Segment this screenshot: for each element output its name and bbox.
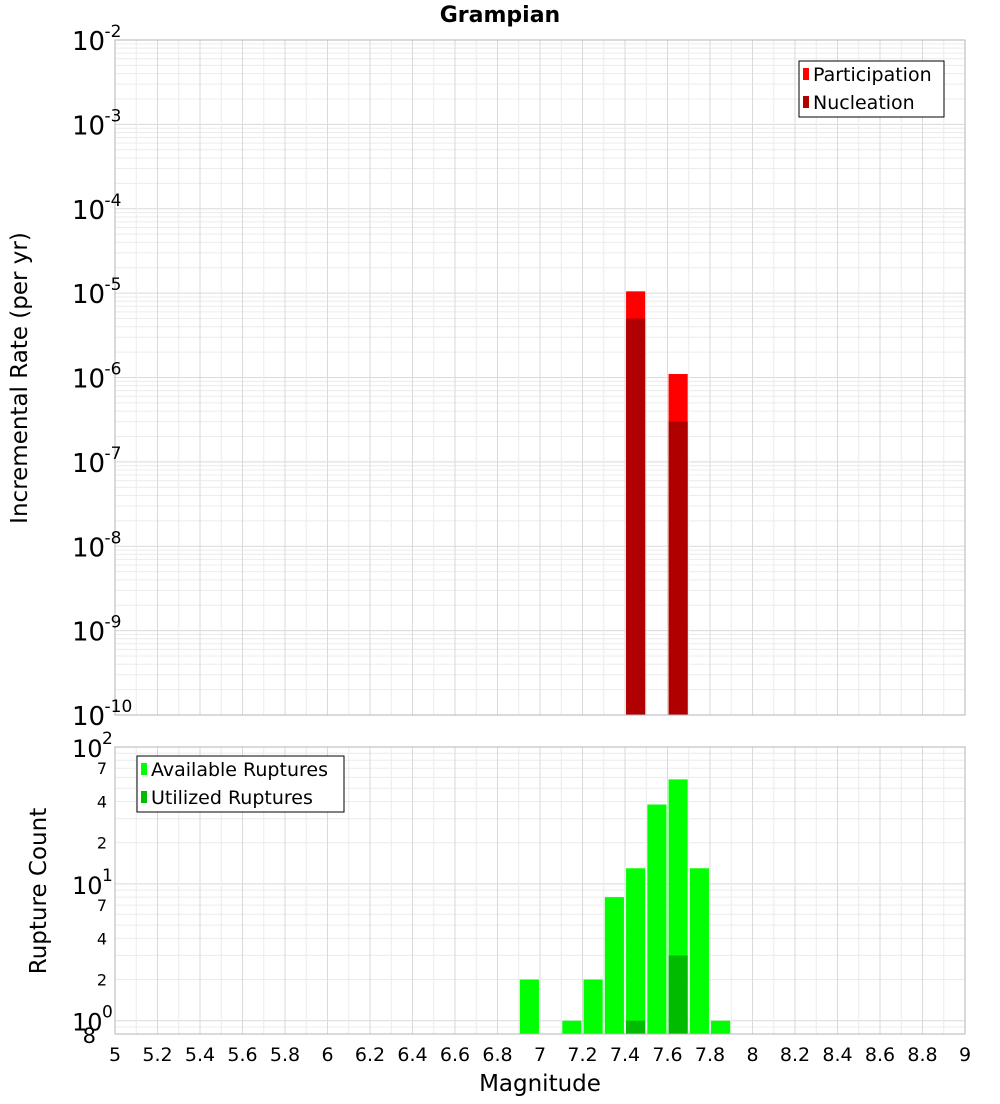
x-tick-label: 5 xyxy=(109,1044,121,1066)
x-tick-label: 7.4 xyxy=(610,1044,640,1066)
legend-swatch xyxy=(803,96,809,108)
legend-label: Nucleation xyxy=(813,92,915,114)
y-tick-label: 10 xyxy=(72,111,105,141)
x-tick-label: 6 xyxy=(321,1044,333,1066)
top-panel: 10-210-310-410-510-610-710-810-910 -10Par… xyxy=(72,22,966,732)
y-tick-label: 4 xyxy=(97,792,107,811)
x-tick-label: 5.8 xyxy=(270,1044,300,1066)
y-tick-label: 8 xyxy=(83,1024,96,1048)
y-tick-label: 10 xyxy=(72,449,105,479)
x-axis-label: Magnitude xyxy=(479,1071,601,1097)
x-tick-label: 5.2 xyxy=(142,1044,172,1066)
x-tick-label: 6.4 xyxy=(397,1044,427,1066)
legend-box xyxy=(136,755,345,813)
y-tick-label-exponent: -10 xyxy=(105,697,133,717)
legend-swatch xyxy=(141,791,147,803)
x-tick-label: 7.6 xyxy=(652,1044,682,1066)
legend-swatch xyxy=(141,763,147,775)
x-tick-label: 8.6 xyxy=(865,1044,895,1066)
y-tick-label: 10 xyxy=(72,365,105,395)
bar-available-ruptures xyxy=(604,897,624,1034)
x-tick-label: 5.6 xyxy=(227,1044,257,1066)
y-tick-label-exponent: 1 xyxy=(102,866,113,886)
y-tick-label-exponent: 0 xyxy=(102,1003,113,1023)
y-tick-label: 2 xyxy=(97,834,107,853)
y-tick-label-exponent: -7 xyxy=(105,444,122,464)
y-tick-label: 10 xyxy=(72,872,103,900)
y-tick-label: 10 xyxy=(72,533,105,563)
chart-title: Grampian xyxy=(440,3,560,28)
x-tick-label: 7.2 xyxy=(567,1044,597,1066)
bar-available-ruptures xyxy=(519,979,539,1034)
x-tick-label: 6.6 xyxy=(440,1044,470,1066)
x-tick-label: 6.2 xyxy=(355,1044,385,1066)
bar-utilized-ruptures xyxy=(668,955,688,1034)
y-tick-label-exponent: -3 xyxy=(105,106,122,126)
x-tick-label: 8 xyxy=(746,1044,758,1066)
plot-frame xyxy=(114,746,966,1035)
y-tick-label: 7 xyxy=(97,759,107,778)
y-tick-label-exponent: -5 xyxy=(105,275,122,295)
y-tick-label: 7 xyxy=(97,896,107,915)
top-y-axis-label: Incremental Rate (per yr) xyxy=(7,232,33,524)
y-tick-label: 10 xyxy=(72,618,105,648)
plot-frame xyxy=(114,39,966,716)
y-tick-label: 10 xyxy=(72,1009,103,1037)
legend-label: Participation xyxy=(813,64,932,86)
bar-utilized-ruptures xyxy=(626,1020,646,1034)
x-tick-label: 6.8 xyxy=(482,1044,512,1066)
bar-available-ruptures xyxy=(647,804,667,1034)
y-tick-label-exponent: -9 xyxy=(105,613,122,633)
bottom-y-axis-label: Rupture Count xyxy=(26,808,52,974)
bar-nucleation xyxy=(668,421,688,715)
x-tick-label: 7.8 xyxy=(695,1044,725,1066)
y-tick-label: 2 xyxy=(97,971,107,990)
bar-nucleation xyxy=(626,318,646,715)
y-tick-label: 10 xyxy=(72,735,103,763)
bar-available-ruptures xyxy=(689,868,709,1034)
x-tick-label: 5.4 xyxy=(185,1044,215,1066)
legend-box xyxy=(798,60,945,118)
bar-available-ruptures xyxy=(711,1020,731,1034)
y-tick-label: 10 xyxy=(72,702,105,732)
x-tick-label: 8.2 xyxy=(780,1044,810,1066)
y-tick-label-exponent: -8 xyxy=(105,528,122,548)
y-tick-label-exponent: -6 xyxy=(105,360,122,380)
y-tick-label-exponent: -2 xyxy=(105,22,122,42)
legend-label: Utilized Ruptures xyxy=(151,787,313,809)
y-tick-label: 10 xyxy=(72,27,105,57)
y-tick-label: 10 xyxy=(72,280,105,310)
x-tick-label: 7 xyxy=(534,1044,546,1066)
x-tick-label: 8.4 xyxy=(822,1044,852,1066)
y-tick-label: 10 xyxy=(72,196,105,226)
x-tick-label: 8.8 xyxy=(907,1044,937,1066)
bar-available-ruptures xyxy=(562,1020,582,1034)
bar-available-ruptures xyxy=(583,979,603,1034)
legend-swatch xyxy=(803,68,809,80)
x-tick-label: 9 xyxy=(959,1044,971,1066)
y-tick-label: 4 xyxy=(97,929,107,948)
y-tick-label-exponent: -4 xyxy=(105,191,122,211)
legend-label: Available Ruptures xyxy=(151,759,328,781)
bar-available-ruptures xyxy=(626,868,646,1034)
y-tick-label-exponent: 2 xyxy=(102,729,113,749)
